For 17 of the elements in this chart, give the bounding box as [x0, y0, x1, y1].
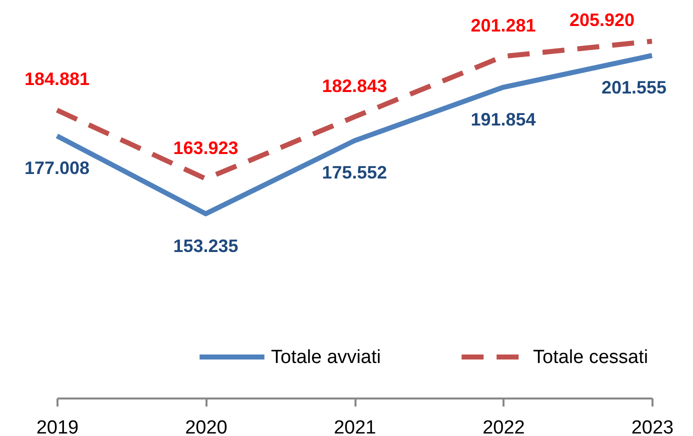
data-label: 184.881 [24, 69, 90, 90]
data-label: 201.555 [601, 78, 667, 98]
data-label: 182.843 [322, 76, 388, 96]
x-tick-label: 2019 [36, 418, 79, 436]
data-label: 205.920 [569, 10, 635, 30]
x-tick-label: 2023 [631, 418, 674, 436]
data-label: 153.235 [173, 236, 238, 256]
data-label: 163.923 [173, 138, 238, 158]
legend-label: Totale avviati [271, 347, 381, 368]
legend-label: Totale cessati [533, 347, 648, 368]
data-label: 175.552 [322, 162, 388, 183]
data-label: 191.854 [470, 109, 536, 130]
data-label: 177.008 [24, 158, 90, 178]
x-tick-label: 2022 [482, 418, 525, 436]
x-tick-label: 2020 [185, 418, 228, 436]
x-tick-label: 2021 [334, 418, 376, 436]
data-label: 201.281 [470, 15, 536, 36]
